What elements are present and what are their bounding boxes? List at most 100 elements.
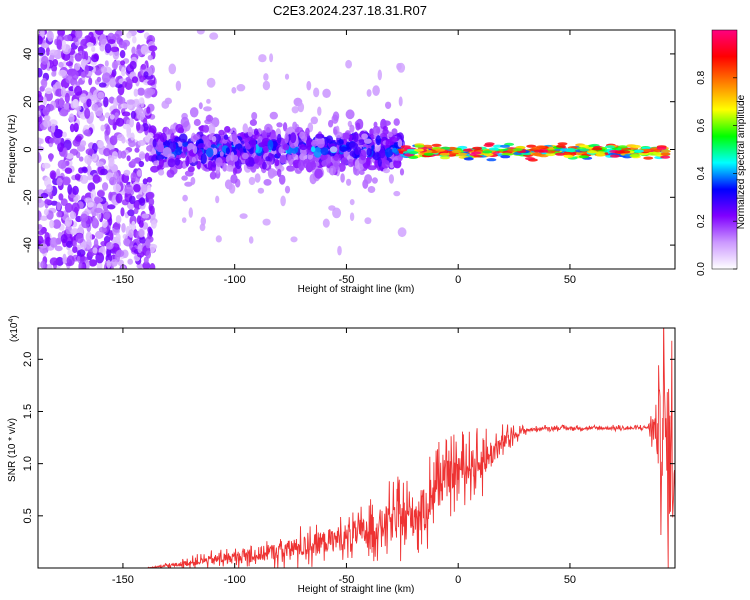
heatmap-cell: [152, 138, 157, 148]
heatmap-cell: [242, 123, 249, 134]
heatmap-cell: [290, 236, 298, 243]
x-tick-label: -50: [338, 274, 354, 286]
heatmap-cell: [92, 174, 101, 184]
heatmap-cell: [105, 241, 114, 250]
heatmap-cell: [231, 131, 238, 143]
heatmap-cell: [366, 148, 372, 157]
heatmap-cell: [56, 211, 62, 218]
heatmap-cell: [43, 119, 52, 128]
heatmap-cell: [349, 124, 355, 133]
heatmap-cell: [205, 114, 214, 122]
heatmap-cell: [166, 169, 175, 178]
heatmap-cell: [42, 106, 50, 116]
heatmap-cell: [249, 157, 255, 167]
heatmap-cell: [73, 196, 79, 203]
heatmap-cell: [206, 98, 211, 104]
heatmap-cell: [232, 154, 239, 162]
heatmap-cell: [366, 89, 372, 97]
heatmap-cell: [249, 137, 257, 148]
heatmap-cell: [219, 151, 224, 157]
heatmap-cell: [84, 197, 93, 203]
snr-x-axis-label: Height of straight line (km): [298, 584, 415, 595]
heatmap-cell: [74, 63, 81, 71]
heatmap-cell: [137, 140, 146, 146]
heatmap-cell: [225, 164, 234, 172]
heatmap-cell: [39, 243, 47, 249]
heatmap-cell: [40, 215, 48, 221]
heatmap-cell: [320, 153, 328, 160]
heatmap-cell: [80, 71, 87, 78]
heatmap-cell: [49, 170, 57, 180]
heatmap-cell: [69, 211, 76, 220]
heatmap-cell: [579, 155, 589, 159]
heatmap-cell: [107, 204, 116, 210]
heatmap-cell: [122, 123, 131, 130]
heatmap-cell: [241, 152, 249, 160]
heatmap-cell: [393, 118, 400, 126]
heatmap-cell: [64, 202, 73, 213]
heatmap-cell: [97, 190, 105, 198]
heatmap-cell: [653, 151, 663, 155]
heatmap-cell: [146, 106, 151, 114]
heatmap-cell: [371, 177, 378, 184]
heatmap-cell: [80, 213, 89, 223]
heatmap-cell: [389, 136, 399, 143]
heatmap-cell: [42, 96, 47, 106]
heatmap-cell: [139, 236, 146, 244]
heatmap-cell: [147, 226, 152, 234]
heatmap-cell: [463, 157, 474, 161]
heatmap-cell: [133, 88, 139, 97]
heatmap-cell: [345, 109, 355, 120]
heatmap-cell: [592, 147, 603, 151]
heatmap-cell: [397, 62, 406, 73]
heatmap-cell: [71, 202, 80, 213]
heatmap-cell: [65, 75, 74, 84]
heatmap-cell: [103, 148, 111, 157]
heatmap-cell: [488, 147, 499, 151]
heatmap-cell: [67, 184, 73, 195]
heatmap-cell: [263, 179, 272, 186]
snr-multiplier-base: (x10: [9, 322, 20, 342]
heatmap-cell: [78, 261, 83, 269]
colorbar-label: Normalized spectral amplitude: [736, 94, 747, 229]
heatmap-cell: [49, 49, 58, 56]
y-tick-label: 40: [22, 48, 34, 60]
heatmap-cell: [71, 70, 79, 81]
heatmap-cell: [332, 207, 342, 219]
heatmap-cell: [215, 195, 220, 204]
heatmap-cell: [310, 146, 316, 153]
heatmap-cell: [58, 193, 64, 201]
heatmap-cell: [57, 30, 65, 37]
heatmap-cell: [313, 87, 320, 98]
heatmap-cell: [337, 245, 342, 256]
heatmap-cell: [109, 135, 118, 146]
heatmap-cell: [169, 141, 177, 153]
heatmap-cell: [109, 114, 115, 120]
heatmap-cell: [74, 30, 83, 39]
heatmap-cell: [181, 175, 188, 181]
heatmap-cell: [389, 161, 395, 169]
heatmap-cell: [133, 207, 139, 215]
heatmap-cell: [175, 147, 182, 156]
heatmap-cell: [191, 156, 196, 163]
heatmap-cell: [64, 217, 73, 227]
colorbar-tick-label: 0.6: [696, 118, 707, 132]
heatmap-cell: [45, 236, 52, 247]
heatmap-cell: [80, 38, 89, 49]
heatmap-cell: [88, 77, 93, 86]
heatmap-cell: [137, 243, 142, 254]
heatmap-cell: [131, 46, 136, 55]
heatmap-cell: [45, 46, 51, 56]
heatmap-cell: [94, 67, 103, 76]
heatmap-cell: [127, 209, 135, 217]
heatmap-cell: [147, 79, 156, 86]
heatmap-cell: [315, 161, 320, 167]
heatmap-cell: [80, 241, 87, 250]
heatmap-cell: [385, 101, 392, 110]
heatmap-cell: [162, 147, 172, 158]
heatmap-cell: [61, 39, 67, 51]
heatmap-cell: [359, 170, 365, 175]
heatmap-cell: [38, 67, 43, 78]
heatmap-cell: [355, 122, 361, 131]
